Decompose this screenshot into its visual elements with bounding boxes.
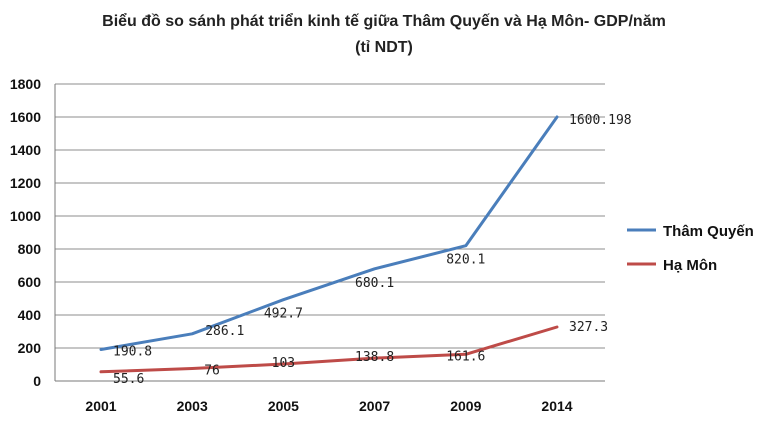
data-labels: 190.8 286.1 492.7 680.1 820.1 1600.198 55.6 76 1… — [113, 113, 632, 387]
x-tick-label: 2014 — [541, 398, 572, 414]
y-tick-label: 800 — [18, 241, 42, 257]
data-label: 55.6 — [113, 372, 144, 387]
y-tick-label: 1600 — [10, 109, 41, 125]
x-tick-label: 2007 — [359, 398, 390, 414]
y-axis: 0 200 400 600 800 1000 1200 1400 1600 1800 — [10, 76, 41, 389]
x-tick-label: 2003 — [177, 398, 208, 414]
y-tick-label: 1800 — [10, 76, 41, 92]
data-label: 492.7 — [264, 307, 303, 322]
data-label: 138.8 — [355, 350, 394, 365]
chart-subtitle: (tỉ NDT) — [355, 39, 413, 56]
data-label: 327.3 — [569, 320, 608, 335]
y-tick-label: 400 — [18, 307, 42, 323]
data-label: 161.6 — [446, 349, 485, 364]
y-tick-label: 600 — [18, 274, 42, 290]
legend: Thâm Quyến Hạ Môn — [627, 223, 754, 274]
data-label: 76 — [204, 363, 220, 378]
y-tick-label: 1400 — [10, 142, 41, 158]
y-tick-label: 200 — [18, 340, 42, 356]
data-label: 103 — [272, 356, 295, 371]
legend-label: Hạ Môn — [663, 257, 717, 274]
x-tick-label: 2009 — [450, 398, 481, 414]
legend-label: Thâm Quyến — [663, 223, 754, 240]
series-line-0 — [99, 115, 559, 351]
chart-title: Biểu đồ so sánh phát triển kinh tế giữa … — [102, 12, 666, 30]
y-tick-label: 1000 — [10, 208, 41, 224]
y-tick-label: 1200 — [10, 175, 41, 191]
x-tick-label: 2001 — [85, 398, 116, 414]
series-line-1 — [99, 325, 559, 374]
x-axis: 2001 2003 2005 2007 2009 2014 — [85, 398, 572, 414]
data-label: 286.1 — [205, 324, 244, 339]
x-tick-label: 2005 — [268, 398, 299, 414]
data-label: 680.1 — [355, 276, 394, 291]
data-label: 1600.198 — [569, 113, 632, 128]
data-label: 820.1 — [446, 253, 485, 268]
data-label: 190.8 — [113, 345, 152, 360]
y-tick-label: 0 — [33, 373, 41, 389]
grid-lines — [54, 83, 605, 382]
series-lines — [99, 115, 559, 374]
